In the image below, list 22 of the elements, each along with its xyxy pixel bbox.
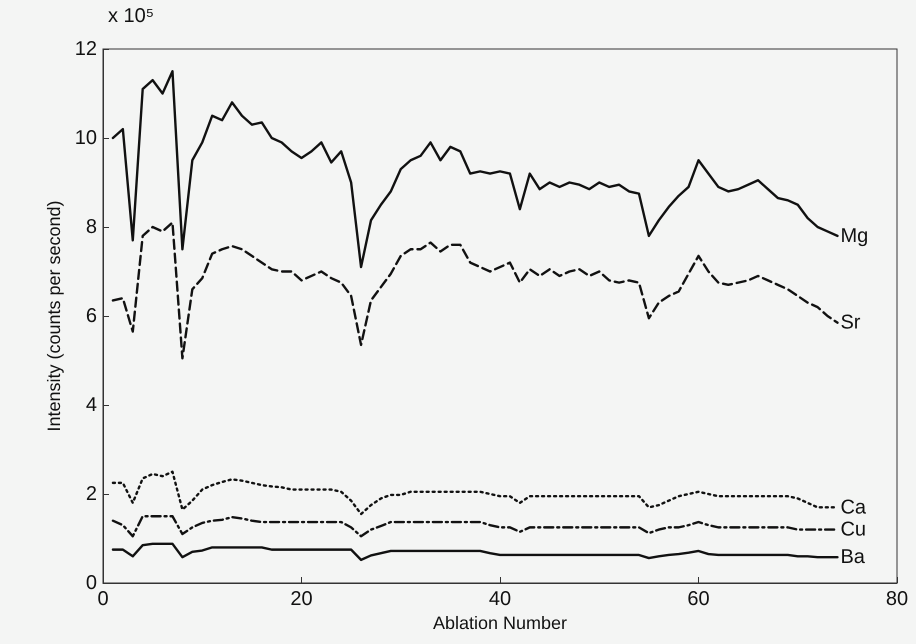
x-tick-label: 80	[886, 588, 908, 610]
series-label: Sr	[840, 312, 861, 334]
line-series	[112, 221, 839, 360]
line-series	[112, 542, 839, 562]
text: x 10⁵	[108, 5, 154, 27]
series-label: Mg	[840, 224, 868, 247]
series-label: Ca	[840, 496, 867, 518]
y-axis-title: Intensity (counts per second)	[44, 200, 64, 432]
y-tick-label: 4	[86, 394, 97, 416]
y-tick-label: 10	[74, 127, 97, 149]
x-tick-label: 20	[290, 588, 313, 610]
x-axis-title: Ablation Number	[432, 612, 568, 633]
y-tick-label: 8	[86, 216, 97, 238]
series-label: Ba	[840, 546, 866, 568]
y-tick-label: 0	[86, 572, 97, 594]
y-tick-label: 2	[86, 483, 97, 505]
y-tick-label: 12	[74, 38, 97, 60]
line-series	[112, 70, 839, 268]
y-tick-label: 6	[86, 305, 97, 327]
series-label: Cu	[840, 518, 866, 541]
x-tick-label: 40	[488, 588, 512, 610]
x-tick-label: 60	[687, 588, 710, 610]
